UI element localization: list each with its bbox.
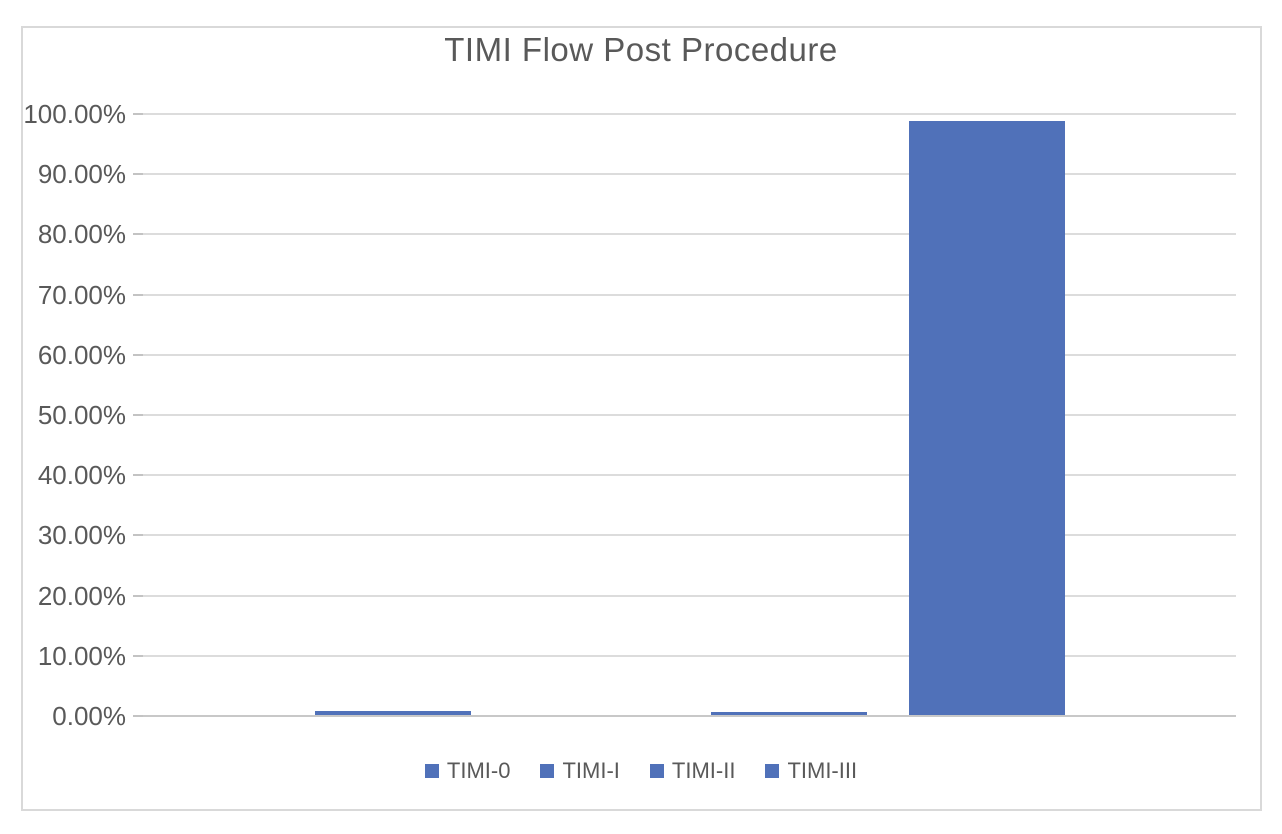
y-axis-tick-label: 70.00% xyxy=(37,279,126,310)
legend-swatch-icon xyxy=(424,764,439,778)
y-axis-tick xyxy=(133,414,143,416)
y-axis-tick xyxy=(133,534,143,537)
y-axis-tick-label: 20.00% xyxy=(37,580,126,611)
y-axis-tick xyxy=(133,113,143,115)
y-axis-tick xyxy=(133,293,143,296)
gridline xyxy=(143,293,1236,296)
legend-item-timi-0: TIMI-0 xyxy=(424,758,511,784)
y-axis-tick xyxy=(133,594,143,597)
chart-border-frame xyxy=(21,26,1262,811)
gridline xyxy=(143,594,1236,597)
y-axis-tick-label: 40.00% xyxy=(37,460,126,491)
y-axis-tick-label: 0.00% xyxy=(52,701,126,731)
gridline xyxy=(143,414,1236,416)
legend-swatch-icon xyxy=(649,764,664,778)
y-axis-tick xyxy=(133,353,143,356)
bar-timi-iii xyxy=(909,121,1065,715)
legend-item-timi-i: TIMI-I xyxy=(540,758,620,784)
gridline xyxy=(143,113,1236,115)
y-axis-tick-label: 30.00% xyxy=(37,520,126,551)
bar-timi-0 xyxy=(315,710,471,715)
y-axis-tick-label: 60.00% xyxy=(37,339,126,370)
legend-item-label: TIMI-0 xyxy=(446,758,511,783)
legend-item-label: TIMI-I xyxy=(562,758,620,783)
legend-item-timi-iii: TIMI-III xyxy=(765,758,857,784)
chart-title: TIMI Flow Post Procedure xyxy=(444,31,838,68)
y-axis-tick-label: 90.00% xyxy=(37,159,126,190)
x-axis-line xyxy=(143,715,1236,717)
y-axis-tick xyxy=(133,654,143,657)
legend-swatch-icon xyxy=(765,764,780,778)
bar-timi-ii xyxy=(711,712,867,715)
y-axis-tick-label: 100.00% xyxy=(23,99,126,129)
y-axis-tick-label: 80.00% xyxy=(37,219,126,250)
gridline xyxy=(143,654,1236,657)
gridline xyxy=(143,474,1236,477)
y-axis-tick xyxy=(133,233,143,236)
gridline xyxy=(143,173,1236,176)
gridline xyxy=(143,534,1236,537)
legend-item-timi-ii: TIMI-II xyxy=(649,758,736,784)
gridline xyxy=(143,233,1236,236)
legend-item-label: TIMI-II xyxy=(671,758,736,783)
legend-item-label: TIMI-III xyxy=(787,758,858,783)
y-axis-tick-label: 10.00% xyxy=(37,640,126,671)
legend-swatch-icon xyxy=(540,764,555,778)
legend: TIMI-0 TIMI-I TIMI-II TIMI-III xyxy=(0,758,1282,784)
y-axis-tick xyxy=(133,715,143,717)
y-axis-tick xyxy=(133,474,143,477)
gridline xyxy=(143,353,1236,356)
y-axis-tick xyxy=(133,173,143,176)
y-axis-tick-label: 50.00% xyxy=(37,400,126,430)
